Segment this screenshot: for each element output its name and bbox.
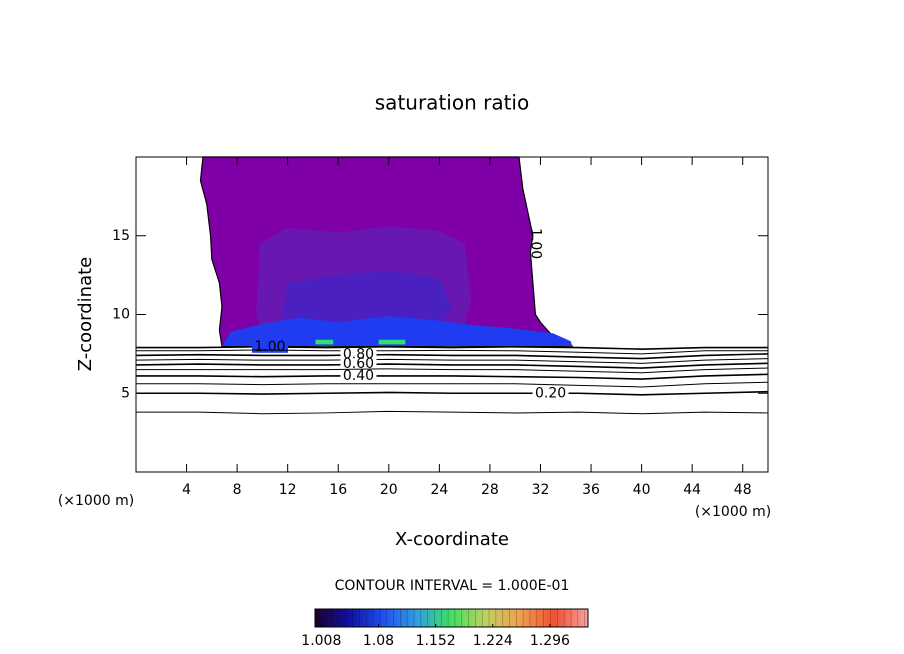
colorbar-tick-label: 1.152 <box>416 633 456 649</box>
contour-label: 1.00 <box>254 339 285 355</box>
y-tick-label: 10 <box>112 307 130 323</box>
colorbar-tick-label: 1.008 <box>301 633 341 649</box>
colorbar-tick-label: 1.296 <box>530 633 570 649</box>
chart-title: saturation ratio <box>375 91 529 115</box>
x-tick-label: 8 <box>233 482 242 498</box>
y-tick-label: 15 <box>112 228 130 244</box>
x-tick-label: 24 <box>430 482 448 498</box>
x-axis-label: X-coordinate <box>395 529 509 550</box>
x-tick-label: 20 <box>380 482 398 498</box>
contour-label: 0.20 <box>535 385 566 401</box>
x-tick-label: 40 <box>633 482 651 498</box>
x-tick-label: 36 <box>582 482 600 498</box>
shaded-region <box>281 270 452 326</box>
contour-line <box>136 349 768 355</box>
colorbar-tick-label: 1.08 <box>363 633 394 649</box>
contour-label: 0.40 <box>343 368 374 384</box>
shaded-region <box>378 339 406 345</box>
contour-line <box>136 410 769 415</box>
colorbar-tick-label: 1.224 <box>473 633 513 649</box>
contour-label-bg <box>340 358 377 371</box>
x-tick-label: 44 <box>683 482 701 498</box>
x-tick-label: 28 <box>481 482 499 498</box>
x-tick-label: 12 <box>279 482 297 498</box>
contour-label: 1.00 <box>527 228 543 259</box>
contour-line <box>135 362 769 369</box>
shaded-region <box>315 339 334 345</box>
contour-label-bg <box>532 387 569 400</box>
x-tick-label: 4 <box>182 482 191 498</box>
contour-line <box>135 358 769 364</box>
contour-label-bg <box>340 348 377 361</box>
colorbar <box>314 608 589 628</box>
y-tick-label: 5 <box>121 385 130 401</box>
contour-label-bg <box>340 369 377 382</box>
contour-line <box>136 381 769 388</box>
contour-line <box>136 367 769 374</box>
contour-line <box>136 390 769 396</box>
contour-label: 0.60 <box>343 356 374 372</box>
x-tick-label: 48 <box>734 482 752 498</box>
contour-line <box>135 353 769 360</box>
contour-interval: CONTOUR INTERVAL = 1.000E-01 <box>335 578 570 594</box>
x-unit: (×1000 m) <box>695 504 771 520</box>
shaded-region <box>221 316 573 346</box>
contour-line <box>136 345 768 350</box>
y-unit: (×1000 m) <box>58 493 134 509</box>
y-axis-label: Z-coordinate <box>75 257 96 372</box>
x-tick-label: 16 <box>329 482 347 498</box>
x-tick-label: 32 <box>532 482 550 498</box>
contour-line <box>136 373 769 380</box>
